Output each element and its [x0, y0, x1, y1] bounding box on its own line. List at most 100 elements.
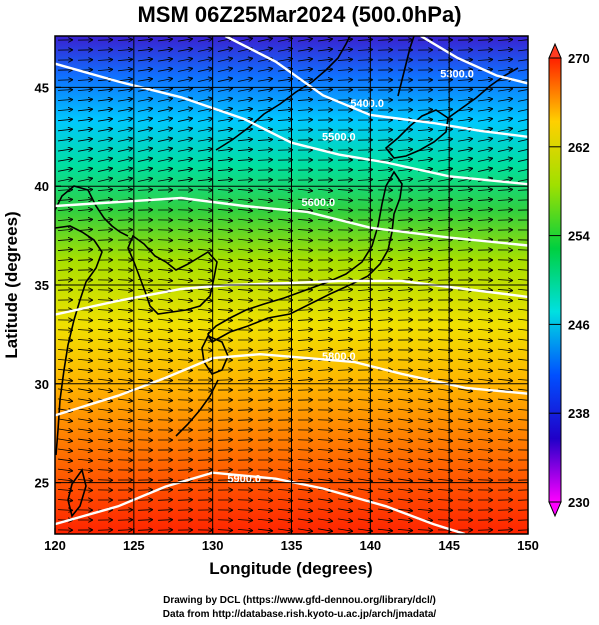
streamline-arrow-885	[477, 399, 492, 401]
streamline-arrow-306	[417, 159, 432, 161]
streamline-arrow-629	[157, 299, 172, 301]
streamline-arrow-153	[237, 99, 252, 102]
streamline-arrow-497	[397, 239, 412, 240]
streamline-arrow-555	[117, 270, 132, 271]
streamline-arrow-1090	[257, 490, 272, 491]
streamline-arrow-1004	[457, 449, 472, 451]
streamline-arrow-409	[77, 209, 92, 210]
streamline-arrow-133	[317, 90, 332, 91]
streamline-arrow-512	[217, 249, 232, 251]
streamline-arrow-295	[197, 159, 212, 161]
streamline-arrow-246	[177, 139, 192, 142]
streamline-arrow-198	[177, 118, 192, 122]
streamline-arrow-408	[57, 209, 72, 210]
streamline-arrow-863	[517, 389, 528, 391]
streamline-arrow-1186	[257, 529, 272, 531]
streamline-arrow-974	[337, 439, 352, 440]
streamline-arrow-122	[97, 89, 112, 91]
streamline-arrow-476	[457, 229, 472, 230]
streamline-arrow-190	[497, 109, 512, 112]
y-tick-label-2: 35	[35, 278, 49, 293]
streamline-arrow-1191	[357, 529, 372, 531]
streamline-arrow-1024	[377, 459, 392, 461]
streamline-arrow-528	[57, 260, 72, 261]
streamline-arrow-5	[157, 39, 172, 41]
streamline-arrow-308	[457, 159, 472, 162]
streamline-arrow-287	[517, 148, 528, 152]
streamline-arrow-280	[377, 150, 392, 151]
x-ticks: 120 125 130 135 140 145 150	[44, 528, 539, 553]
streamline-arrow-428	[457, 209, 472, 210]
streamline-arrow-747	[117, 349, 132, 351]
streamline-arrow-1002	[417, 449, 432, 451]
streamline-arrow-944	[217, 430, 232, 431]
streamline-arrow-642	[417, 300, 432, 301]
streamline-arrow-418	[257, 209, 272, 211]
streamline-arrow-317	[157, 169, 172, 172]
streamline-arrow-305	[397, 159, 412, 160]
streamline-arrow-1157	[157, 520, 172, 521]
streamline-arrow-987	[117, 450, 132, 451]
contour-label-0: 5300.0	[440, 69, 474, 81]
streamline-arrow-708	[297, 329, 312, 330]
streamline-arrow-52	[137, 59, 152, 61]
streamline-arrow-791	[517, 359, 528, 361]
streamline-arrow-617	[397, 289, 412, 290]
streamline-arrow-322	[257, 170, 272, 171]
streamline-arrow-812	[457, 369, 472, 371]
streamline-arrow-1072	[377, 479, 392, 481]
streamline-arrow-439	[197, 219, 212, 220]
streamline-arrow-950	[337, 429, 352, 430]
streamline-arrow-444	[297, 219, 312, 220]
streamline-arrow-81	[237, 68, 252, 72]
streamline-arrow-905	[397, 409, 412, 411]
streamline-arrow-13	[317, 39, 332, 41]
streamline-arrow-445	[317, 220, 332, 221]
streamline-arrow-450	[417, 219, 432, 220]
streamline-arrow-754	[257, 350, 272, 351]
streamline-arrow-548	[457, 260, 472, 261]
streamline-arrow-120	[57, 90, 72, 91]
contour-label-1: 5400.0	[350, 98, 384, 110]
streamline-arrow-263	[517, 138, 528, 142]
streamline-arrow-626	[97, 300, 112, 301]
streamline-arrow-262	[497, 138, 512, 142]
streamline-arrow-1000	[377, 449, 392, 451]
china-coastline	[55, 225, 103, 456]
streamline-arrow-710	[337, 329, 352, 330]
streamline-arrow-783	[357, 360, 372, 361]
streamline-arrow-1010	[97, 459, 112, 460]
streamline-arrow-6	[177, 39, 192, 41]
streamline-arrow-442	[257, 219, 272, 221]
streamline-arrow-628	[137, 299, 152, 301]
streamline-arrow-250	[257, 139, 272, 140]
streamline-arrow-685	[317, 319, 332, 320]
streamline-arrow-9	[237, 38, 252, 42]
streamline-arrow-50	[97, 60, 112, 61]
streamline-arrow-622	[497, 289, 512, 290]
streamline-arrow-817	[77, 379, 92, 381]
streamline-arrow-889	[77, 409, 92, 411]
streamline-arrow-1162	[257, 519, 272, 520]
streamline-arrow-228	[297, 130, 312, 131]
streamline-arrow-881	[397, 399, 412, 401]
streamline-arrow-130	[257, 89, 272, 91]
streamline-arrow-1096	[377, 489, 392, 491]
x-tick-label-2: 130	[202, 538, 224, 553]
streamline-arrow-951	[357, 429, 372, 431]
streamline-arrow-789	[477, 359, 492, 361]
streamline-arrow-1016	[217, 460, 232, 461]
streamline-arrow-1166	[337, 519, 352, 521]
streamline-arrow-893	[157, 410, 172, 411]
streamline-arrow-199	[197, 119, 212, 122]
streamline-arrow-1117	[317, 499, 332, 501]
streamline-arrow-792	[57, 369, 72, 370]
streamline-arrow-887	[517, 399, 528, 400]
streamline-arrow-369	[237, 189, 252, 190]
streamline-arrow-769	[77, 359, 92, 361]
streamline-arrow-696	[57, 330, 72, 331]
streamline-arrow-731	[277, 340, 292, 341]
streamline-arrow-534	[177, 259, 192, 261]
streamline-arrow-962	[97, 439, 112, 441]
streamline-arrow-956	[457, 429, 472, 431]
